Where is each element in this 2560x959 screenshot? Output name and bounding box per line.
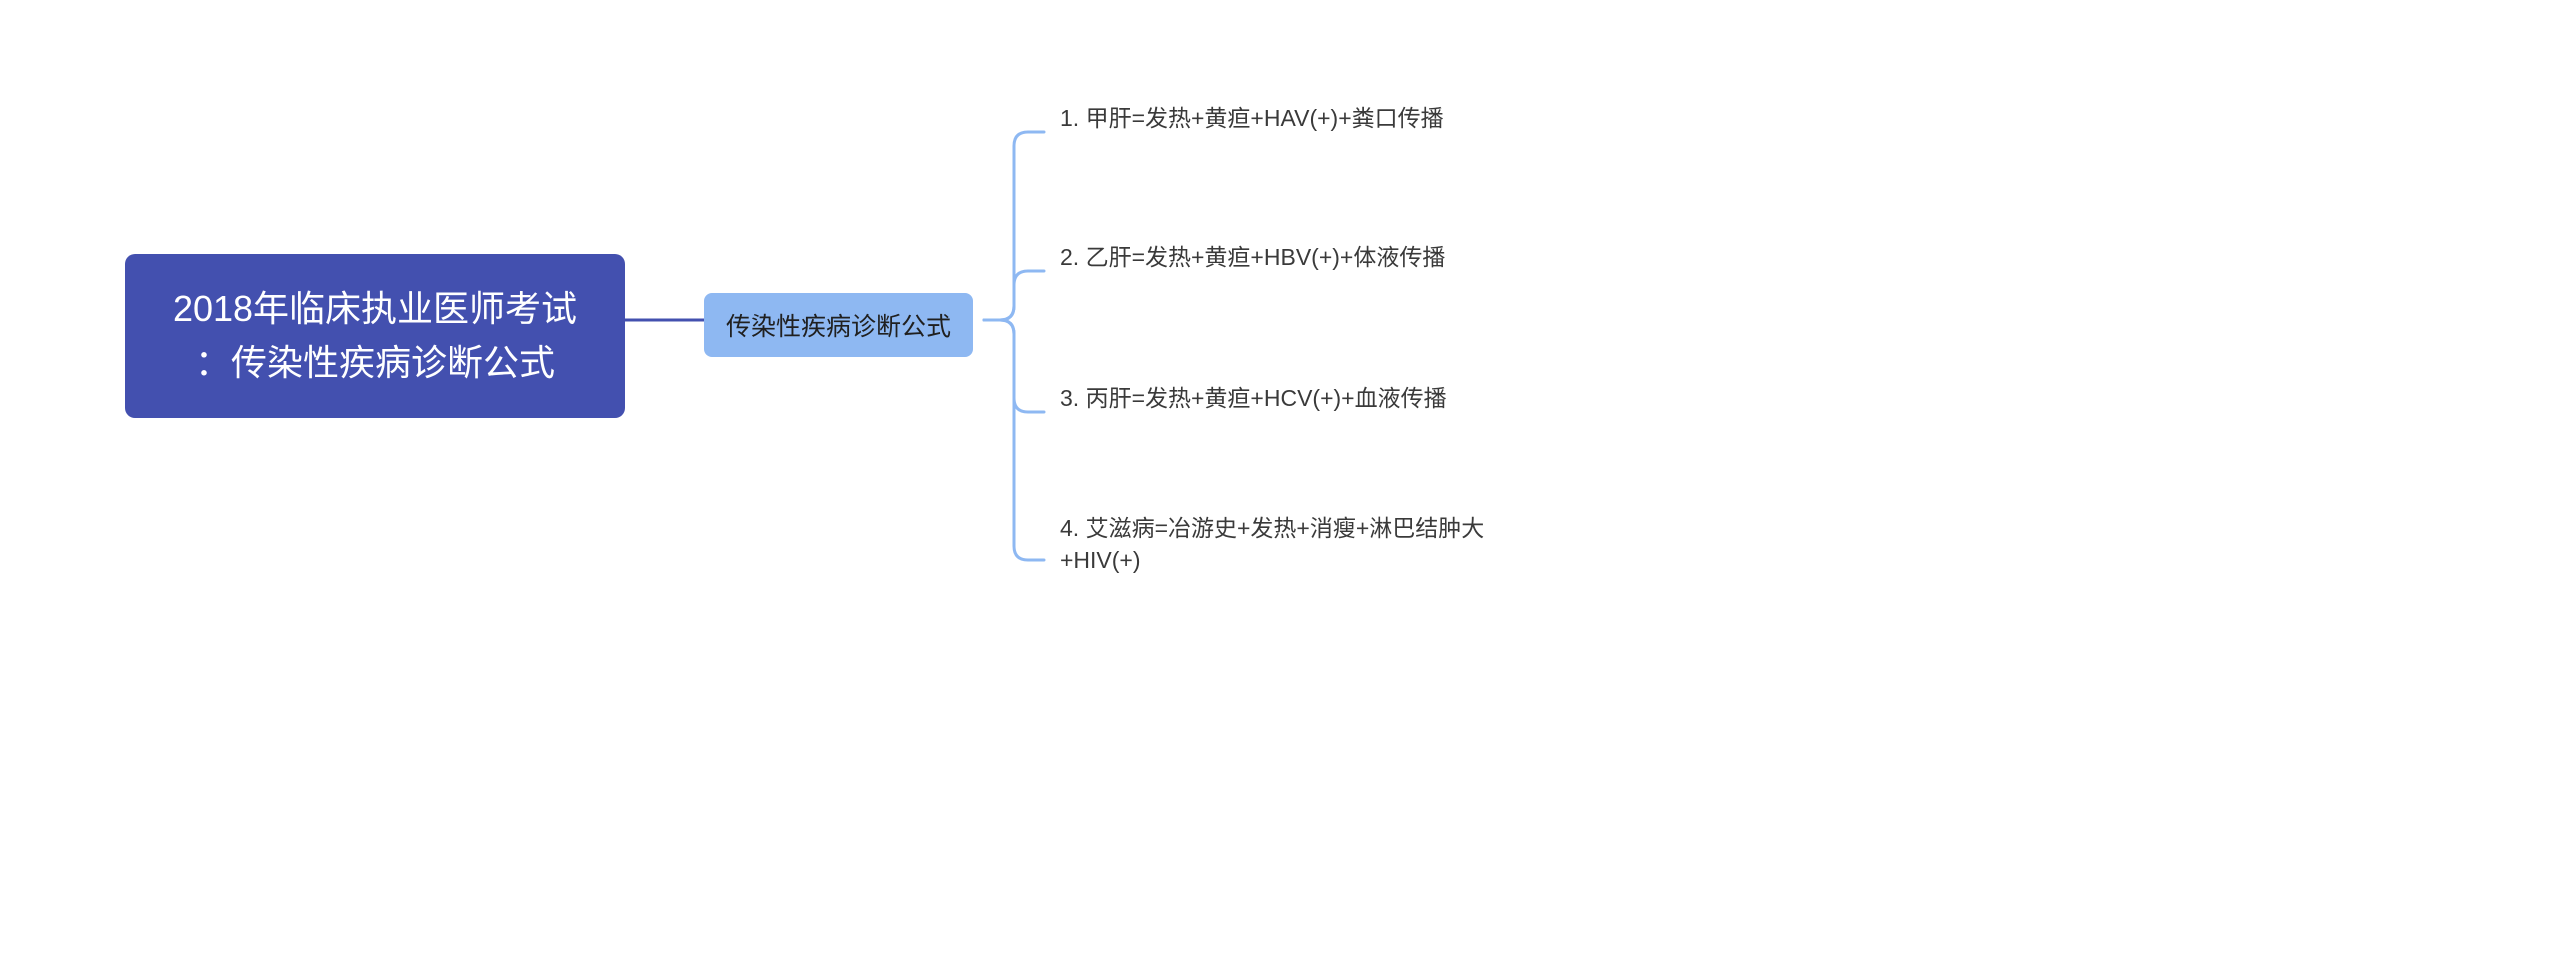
leaf-node-4: 4. 艾滋病=冶游史+发热+消瘦+淋巴结肿大+HIV(+): [1060, 512, 1540, 576]
mindmap-canvas: 2018年临床执业医师考试 ：传染性疾病诊断公式 传染性疾病诊断公式 1. 甲肝…: [0, 0, 2560, 959]
leaf-node-3: 3. 丙肝=发热+黄疸+HCV(+)+血液传播: [1060, 382, 1520, 414]
leaf-node-1: 1. 甲肝=发热+黄疸+HAV(+)+粪口传播: [1060, 102, 1520, 134]
leaf-node-2: 2. 乙肝=发热+黄疸+HBV(+)+体液传播: [1060, 241, 1520, 273]
root-line1: 2018年临床执业医师考试: [165, 282, 585, 336]
root-line2: ：传染性疾病诊断公式: [165, 336, 585, 390]
connector-lines: [0, 0, 2560, 959]
root-node: 2018年临床执业医师考试 ：传染性疾病诊断公式: [125, 254, 625, 418]
mid-node: 传染性疾病诊断公式: [704, 293, 973, 357]
mid-label: 传染性疾病诊断公式: [726, 313, 951, 341]
